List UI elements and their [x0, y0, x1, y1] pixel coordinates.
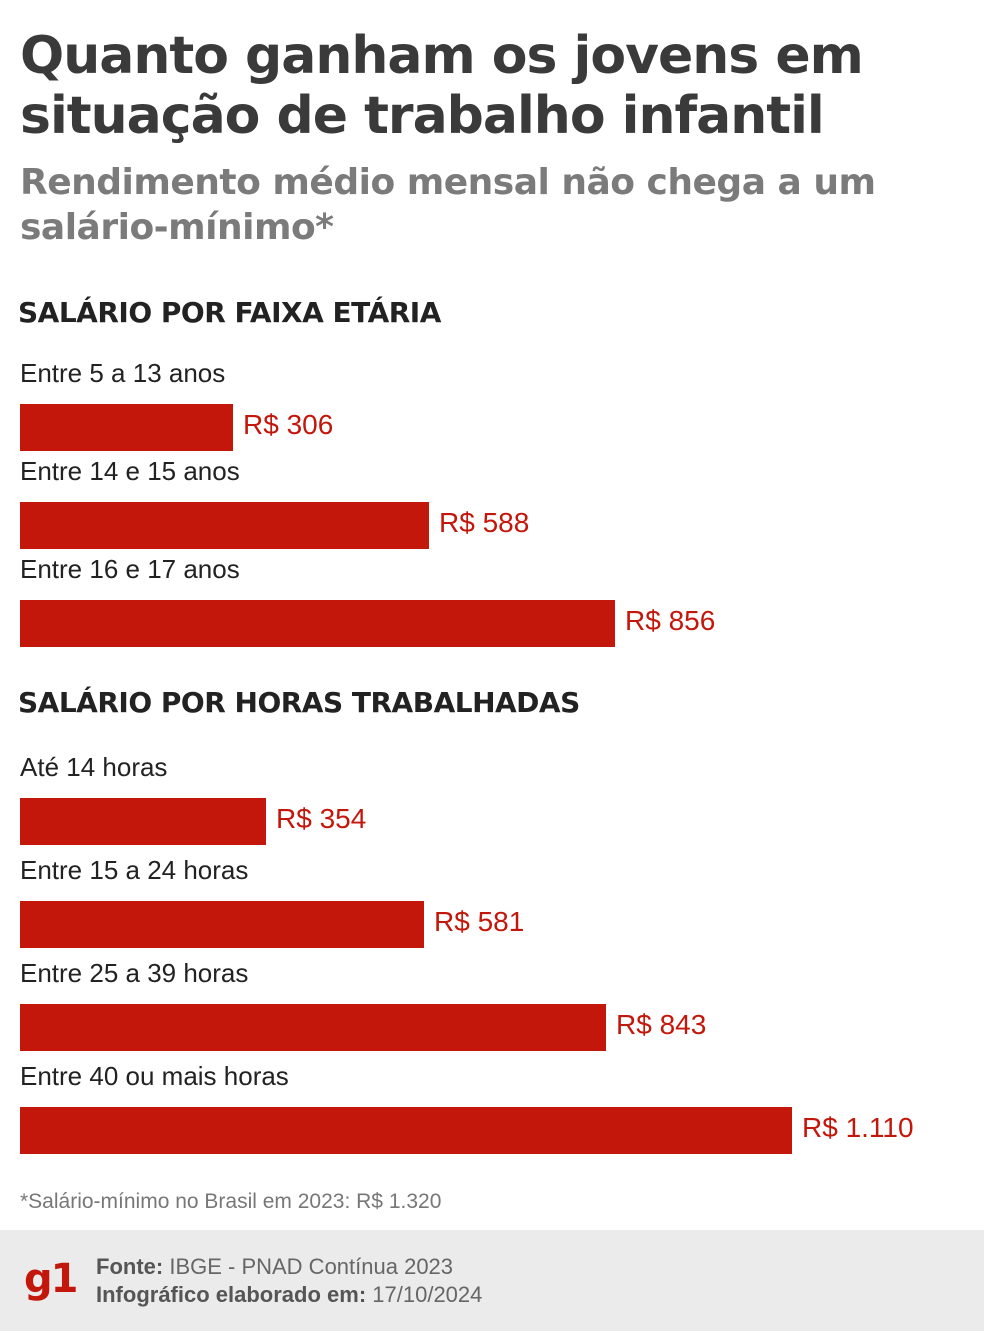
- category-label: Entre 40 ou mais horas: [20, 1061, 289, 1091]
- bar-value-label: R$ 354: [276, 803, 367, 834]
- bar: [20, 404, 233, 451]
- chart-title: SALÁRIO POR HORAS TRABALHADAS: [18, 686, 580, 719]
- date-value: 17/10/2024: [372, 1282, 483, 1307]
- date-line: Infográfico elaborado em: 17/10/2024: [96, 1282, 482, 1308]
- page-subtitle: Rendimento médio mensal não chega a um s…: [20, 162, 876, 248]
- bar: [20, 1004, 606, 1051]
- footnote: *Salário-mínimo no Brasil em 2023: R$ 1.…: [20, 1190, 442, 1213]
- bar: [20, 502, 429, 549]
- g1-logo: g1: [24, 1256, 78, 1302]
- bar-value-label: R$ 581: [434, 906, 525, 937]
- bar-value-label: R$ 588: [439, 507, 530, 538]
- bar-value-label: R$ 1.110: [802, 1112, 914, 1143]
- category-label: Entre 25 a 39 horas: [20, 958, 249, 988]
- bar-value-label: R$ 306: [243, 409, 334, 440]
- category-label: Entre 16 e 17 anos: [20, 554, 240, 584]
- chart-title: SALÁRIO POR FAIXA ETÁRIA: [18, 296, 441, 329]
- bar-value-label: R$ 843: [616, 1009, 707, 1040]
- date-label: Infográfico elaborado em:: [96, 1282, 367, 1307]
- source-value: IBGE - PNAD Contínua 2023: [169, 1254, 454, 1279]
- bar: [20, 600, 615, 647]
- category-label: Até 14 horas: [20, 752, 168, 782]
- category-label: Entre 14 e 15 anos: [20, 456, 240, 486]
- source-label: Fonte:: [96, 1254, 164, 1279]
- bar: [20, 1107, 792, 1154]
- page-title: Quanto ganham os jovens em situação de t…: [20, 26, 864, 146]
- bar: [20, 901, 424, 948]
- source-line: Fonte: IBGE - PNAD Contínua 2023: [96, 1254, 453, 1280]
- category-label: Entre 15 a 24 horas: [20, 855, 249, 885]
- bar: [20, 798, 266, 845]
- category-label: Entre 5 a 13 anos: [20, 358, 226, 388]
- bar-value-label: R$ 856: [625, 605, 716, 636]
- footer: g1 Fonte: IBGE - PNAD Contínua 2023 Info…: [0, 1230, 984, 1331]
